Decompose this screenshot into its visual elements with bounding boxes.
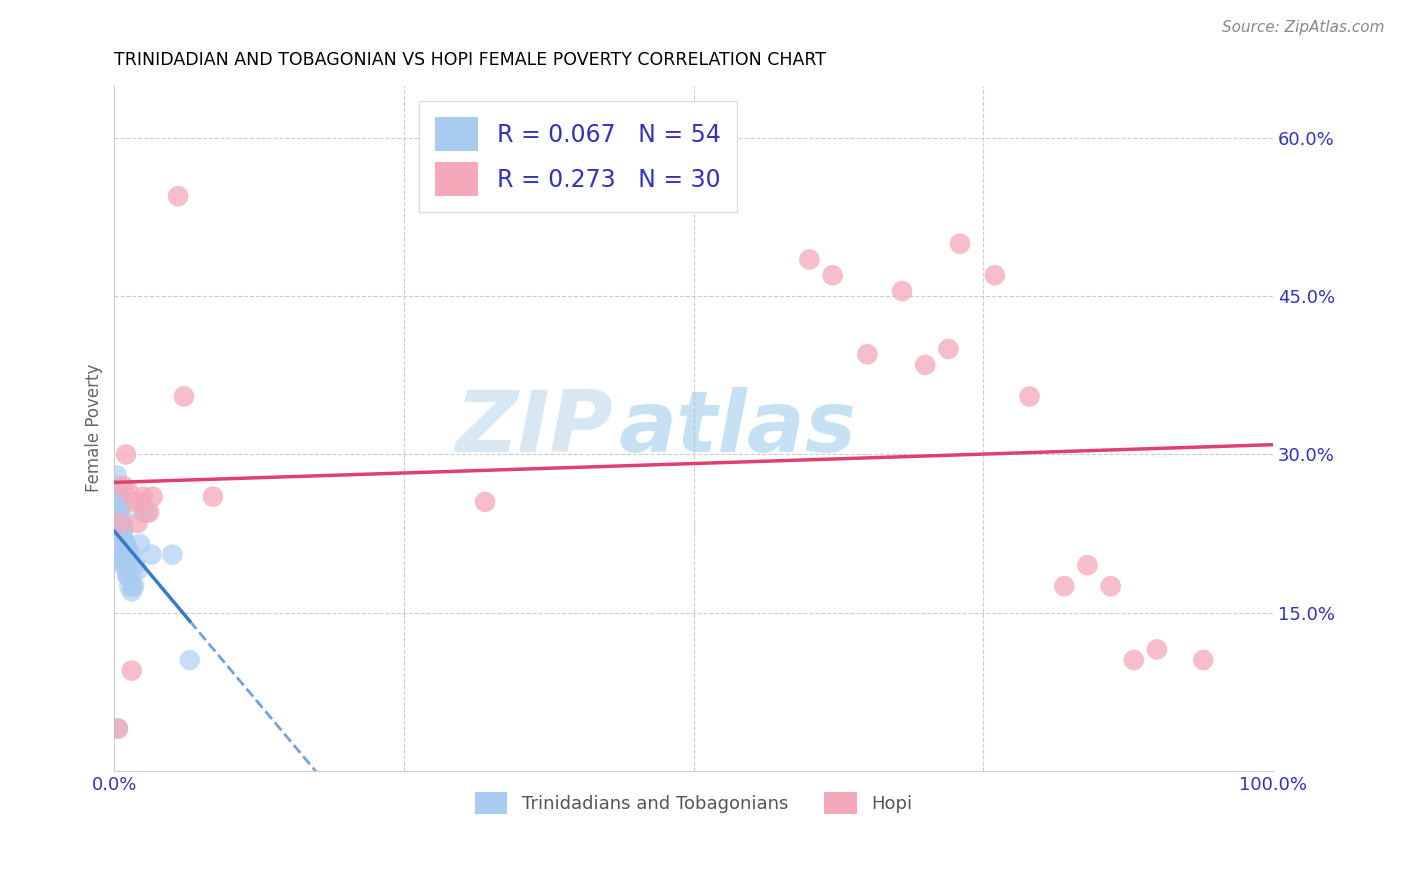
Point [107,516,129,530]
Point [1192,653,1215,667]
Point [108,532,131,546]
Point [105,468,128,483]
Point [112,479,135,493]
Point [949,236,972,251]
Point [108,500,131,515]
Point [173,389,195,403]
Point [1099,579,1122,593]
Point [111,548,134,562]
Point [108,495,131,509]
Point [474,495,496,509]
Point [122,579,145,593]
Point [122,579,145,593]
Point [167,189,190,203]
Point [128,537,150,551]
Point [117,542,139,557]
Point [984,268,1007,283]
Point [108,516,131,530]
Point [115,548,138,562]
Point [1122,653,1144,667]
Y-axis label: Female Poverty: Female Poverty [86,364,103,492]
Point [114,558,136,573]
Point [112,521,135,535]
Point [142,490,165,504]
Point [132,505,155,519]
Point [1018,389,1040,403]
Legend: Trinidadians and Tobagonians, Hopi: Trinidadians and Tobagonians, Hopi [465,783,921,823]
Point [108,521,131,535]
Text: TRINIDADIAN AND TOBAGONIAN VS HOPI FEMALE POVERTY CORRELATION CHART: TRINIDADIAN AND TOBAGONIAN VS HOPI FEMAL… [114,51,827,69]
Point [141,548,163,562]
Point [107,722,129,736]
Point [121,664,143,678]
Point [111,558,134,573]
Point [120,568,142,582]
Point [1076,558,1098,573]
Point [1053,579,1076,593]
Text: Source: ZipAtlas.com: Source: ZipAtlas.com [1222,20,1385,35]
Point [128,495,150,509]
Point [111,526,134,541]
Point [938,342,960,356]
Point [115,568,138,582]
Point [112,532,135,546]
Point [821,268,844,283]
Text: atlas: atlas [619,386,856,469]
Point [114,548,136,562]
Point [108,516,131,530]
Point [127,516,149,530]
Point [111,516,134,530]
Point [135,505,157,519]
Point [107,505,129,519]
Point [179,653,201,667]
Point [108,490,131,504]
Point [115,447,138,461]
Point [110,532,132,546]
Point [107,479,129,493]
Point [111,537,134,551]
Point [856,347,879,361]
Point [115,537,138,551]
Point [118,579,141,593]
Point [162,548,184,562]
Point [138,505,160,519]
Point [110,505,132,519]
Point [891,284,914,298]
Point [115,558,138,573]
Point [117,568,139,582]
Point [201,490,224,504]
Point [914,358,936,372]
Point [132,490,155,504]
Point [121,584,143,599]
Point [112,542,135,557]
Point [107,722,129,736]
Text: ZIP: ZIP [456,386,613,469]
Point [118,548,141,562]
Point [121,548,143,562]
Point [107,495,129,509]
Point [108,505,131,519]
Point [1146,642,1168,657]
Point [799,252,821,267]
Point [108,537,131,551]
Point [124,495,146,509]
Point [110,542,132,557]
Point [108,548,131,562]
Point [127,563,149,577]
Point [105,490,128,504]
Point [115,542,138,557]
Point [114,537,136,551]
Point [112,553,135,567]
Point [110,516,132,530]
Point [117,484,139,499]
Point [124,558,146,573]
